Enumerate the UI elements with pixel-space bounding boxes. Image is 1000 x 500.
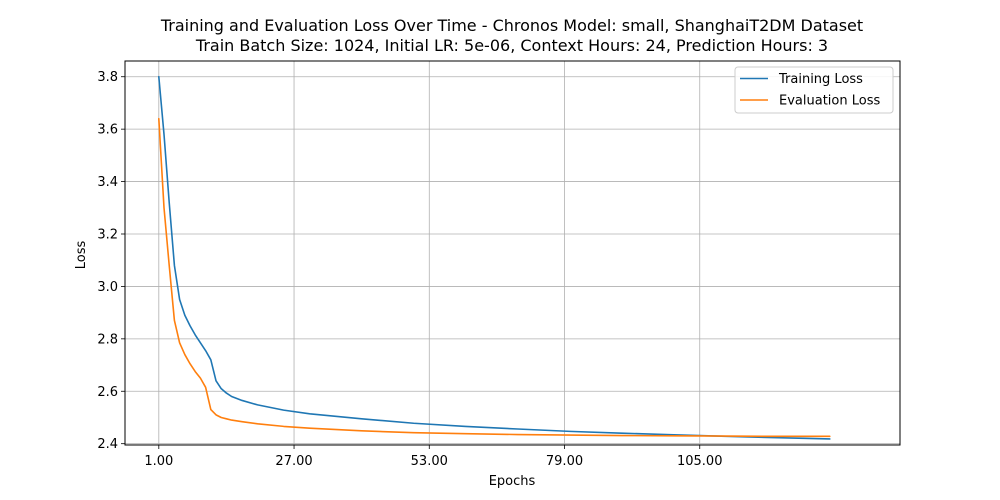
- x-tick-label: 1.00: [144, 454, 173, 469]
- y-tick-label: 2.8: [97, 332, 118, 347]
- y-axis-label: Loss: [74, 241, 89, 270]
- legend-label: Evaluation Loss: [779, 94, 880, 109]
- legend: Training Loss Evaluation Loss: [734, 66, 894, 114]
- x-tick-label: 53.00: [411, 454, 448, 469]
- plot-frame: [124, 60, 901, 446]
- y-tick-label: 2.6: [97, 385, 118, 400]
- y-tick-label: 3.0: [97, 280, 118, 295]
- x-tick-label: 27.00: [275, 454, 312, 469]
- chart-subtitle: Train Batch Size: 1024, Initial LR: 5e-0…: [195, 36, 828, 55]
- grid-lines: [125, 61, 900, 445]
- series-line-evaluation-loss: [158, 117, 831, 438]
- legend-box: [734, 66, 894, 114]
- legend-label: Training Loss: [778, 72, 863, 87]
- y-tick-label: 3.6: [97, 123, 118, 138]
- y-tick-label: 3.4: [97, 175, 118, 190]
- axis-ticks: 1.00 27.00 53.00 79.00 105.00 2.4 2.6 2.8 3.0 3.2…: [97, 70, 722, 469]
- y-tick-label: 3.8: [97, 70, 118, 85]
- y-tick-label: 2.4: [97, 437, 118, 452]
- chart-title: Training and Evaluation Loss Over Time -…: [160, 16, 863, 35]
- series-lines: [158, 75, 831, 440]
- x-axis-label: Epochs: [489, 474, 536, 489]
- x-tick-label: 79.00: [546, 454, 583, 469]
- x-tick-label: 105.00: [677, 454, 723, 469]
- y-tick-label: 3.2: [97, 227, 118, 242]
- series-line-training-loss: [158, 75, 831, 440]
